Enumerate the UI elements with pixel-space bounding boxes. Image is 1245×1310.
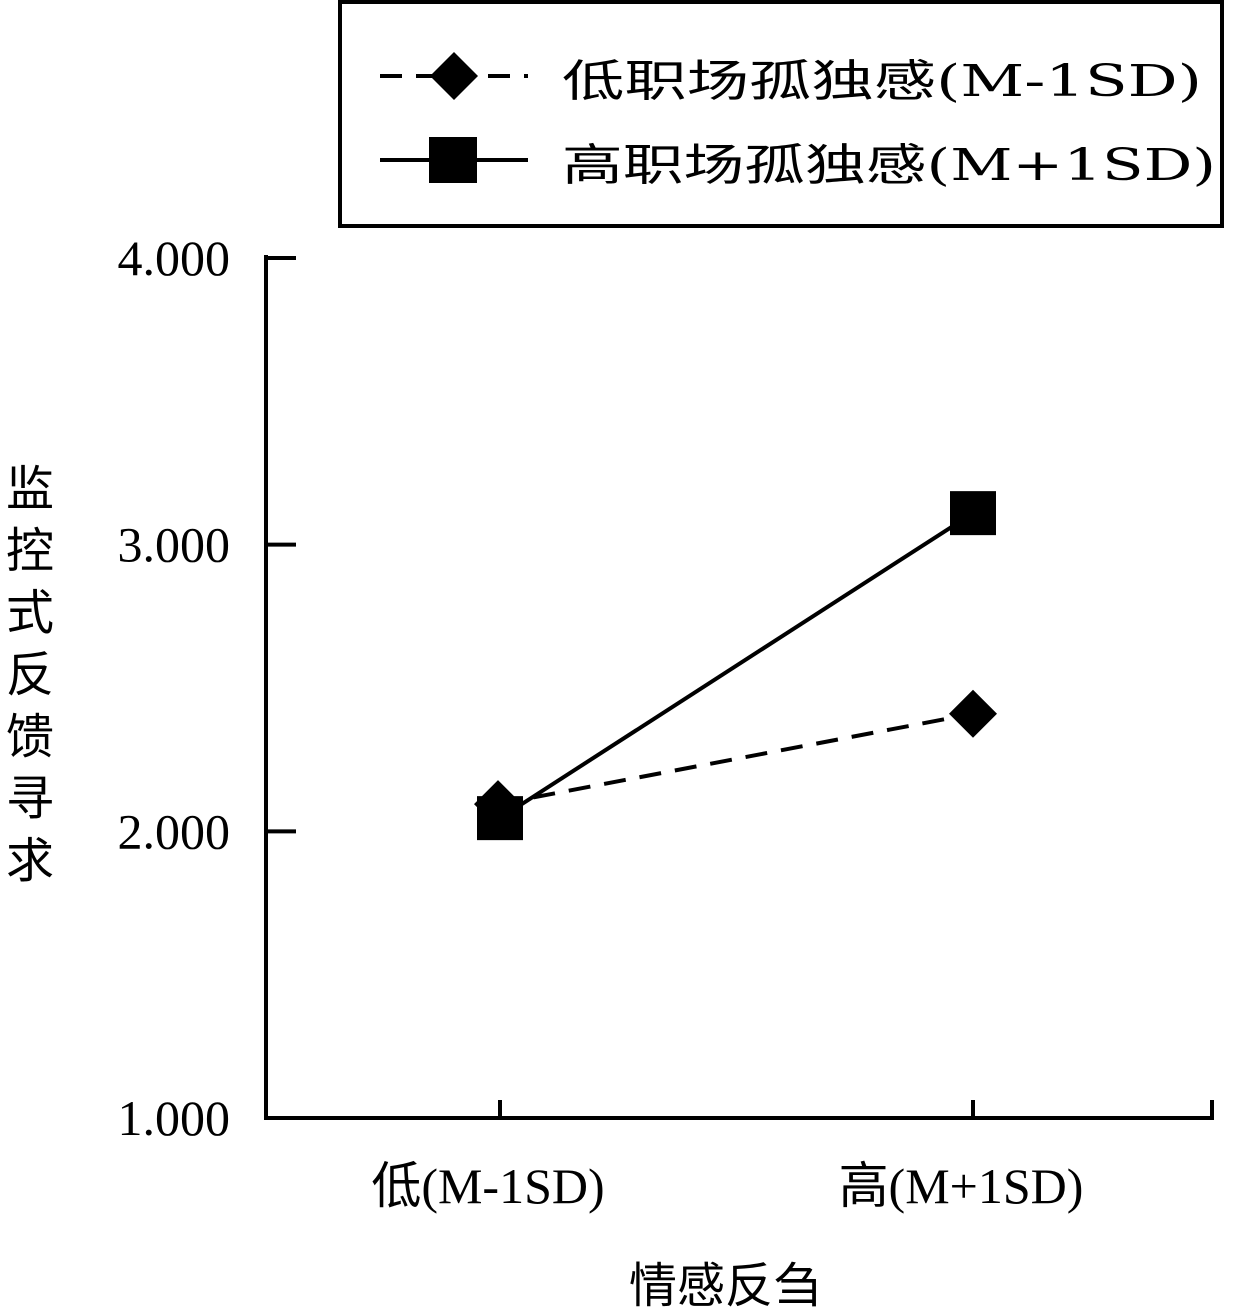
y-tick-label-1: 2.000	[118, 803, 231, 859]
series-1-point-1	[950, 491, 996, 536]
y-axis-title: 监控式反馈寻求	[6, 461, 54, 889]
legend-swatch-marker-high	[429, 137, 477, 183]
x-tick-label-0: 低(M-1SD)	[371, 1158, 604, 1214]
y-tick-label-3: 4.000	[118, 230, 231, 286]
y-tick-label-2: 3.000	[118, 517, 231, 573]
series-0-point-1	[949, 689, 997, 738]
x-axis-title: 情感反刍	[629, 1258, 821, 1310]
series-line-0	[497, 711, 974, 807]
x-axis-ticks: 低(M-1SD) 高(M+1SD)	[371, 1100, 1083, 1214]
legend-swatch-marker-low	[430, 52, 478, 100]
legend-box	[338, 0, 1224, 228]
series-layer	[474, 491, 997, 841]
series-1-point-0	[477, 796, 523, 841]
axes: 1.000 2.000 3.000 4.000 低(M-1SD) 高(M+1SD)	[118, 230, 1214, 1214]
series-line-1	[498, 511, 975, 820]
y-axis-ticks: 1.000 2.000 3.000 4.000	[118, 230, 296, 1146]
legend: 低职场孤独感(M-1SD) 高职场孤独感(M+1SD)	[338, 0, 1224, 228]
legend-label-low: 低职场孤独感(M-1SD)	[562, 56, 1202, 107]
legend-item-low: 低职场孤独感(M-1SD)	[380, 52, 1202, 107]
legend-label-high: 高职场孤独感(M+1SD)	[562, 140, 1216, 191]
y-tick-label-0: 1.000	[118, 1090, 231, 1146]
legend-item-high: 高职场孤独感(M+1SD)	[380, 137, 1216, 191]
x-tick-label-1: 高(M+1SD)	[839, 1158, 1084, 1214]
